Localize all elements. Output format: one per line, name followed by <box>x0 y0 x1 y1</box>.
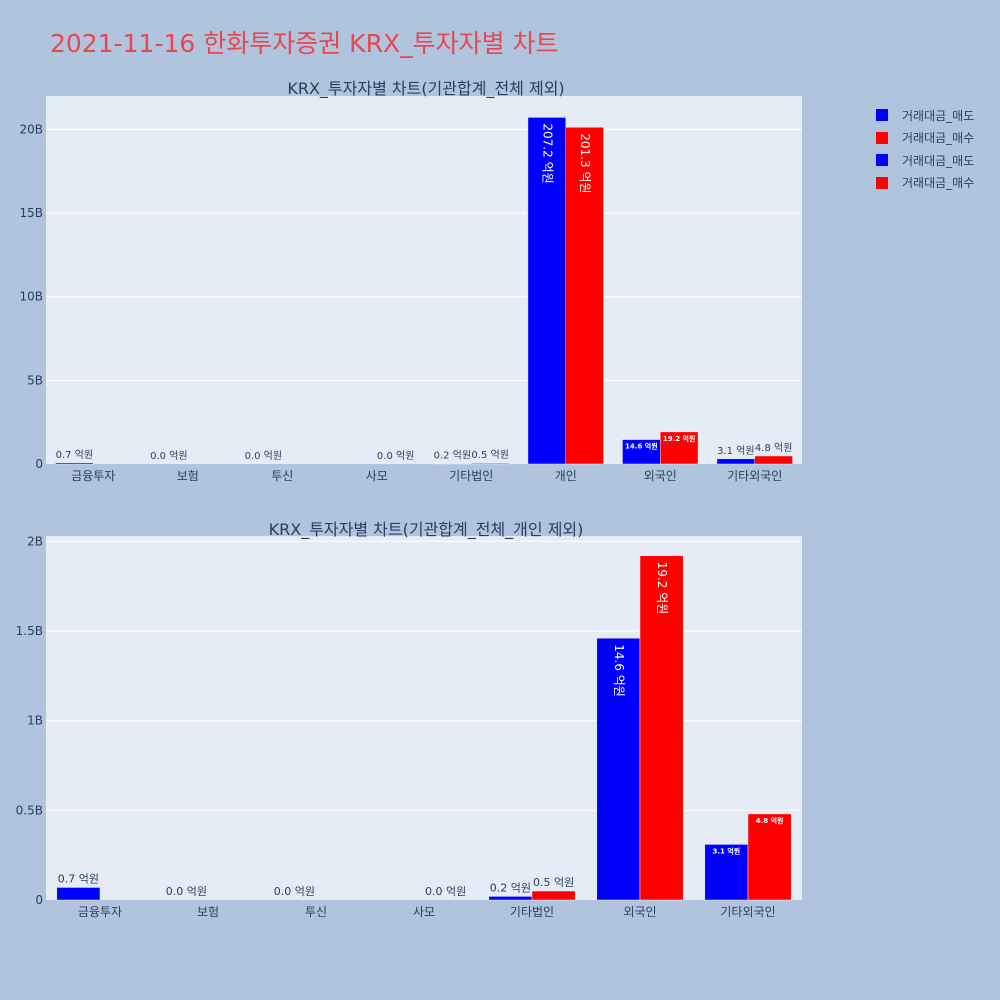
x-tick-label: 사모 <box>413 905 435 919</box>
chart-top: 0 5B 10B 15B 20B KRX_투자자별 차트(기관합계_전체 제외) 금융투자 보… <box>19 79 802 483</box>
legend-label: 거래대금_매도 <box>902 153 975 168</box>
chart-title: KRX_투자자별 차트(기관합계_전체_개인 제외) <box>269 520 584 540</box>
legend-swatch-icon <box>876 176 888 189</box>
x-tick-label: 개인 <box>555 469 577 483</box>
bar <box>622 439 661 465</box>
y-tick-label: 0 <box>35 893 43 907</box>
bar <box>704 844 749 901</box>
x-tick-label: 보험 <box>197 905 219 919</box>
bar <box>716 458 756 465</box>
data-label: 19.2 억원 <box>655 562 669 615</box>
data-label: 0.7 억원 <box>58 872 99 885</box>
legend-swatch-icon <box>876 154 888 167</box>
y-tick-label: 0.5B <box>16 803 43 817</box>
y-tick-label: 5B <box>27 373 43 387</box>
legend-item-sell[interactable]: 거래대금_매도 <box>870 149 974 172</box>
data-label: 0.0 억원 <box>245 450 282 462</box>
legend-item-sell[interactable]: 거래대금_매도 <box>870 104 974 127</box>
bar <box>56 887 101 901</box>
y-tick-label: 10B <box>19 290 43 304</box>
bar <box>55 462 94 465</box>
bar <box>471 462 510 465</box>
bar <box>639 555 684 901</box>
legend-label: 거래대금_매수 <box>902 176 975 191</box>
data-label: 207.2 억원 <box>540 123 554 183</box>
data-label: 14.6 억원 <box>612 644 626 697</box>
bar <box>527 117 567 465</box>
data-label: 19.2 억원 <box>663 434 696 443</box>
data-label: 201.3 억원 <box>578 133 592 193</box>
legend-swatch-icon <box>876 131 888 144</box>
legend-item-buy[interactable]: 거래대금_매수 <box>870 127 974 150</box>
y-tick-label: 15B <box>19 206 43 220</box>
bar <box>754 455 793 465</box>
bar <box>565 127 604 465</box>
plot-area <box>46 536 802 900</box>
plot-area <box>46 96 802 464</box>
bar <box>531 890 576 901</box>
x-tick-label: 외국인 <box>644 469 677 483</box>
x-tick-label: 외국인 <box>623 905 656 919</box>
data-label: 0.0 억원 <box>166 885 207 898</box>
legend-item-buy[interactable]: 거래대금_매수 <box>870 172 974 195</box>
bar <box>660 431 699 465</box>
chart-bottom: 0 0.5B 1B 1.5B 2B KRX_투자자별 차트(기관합계_전체_개인 제외) 금… <box>16 520 802 919</box>
x-tick-label: 기타외국인 <box>727 469 782 483</box>
data-label: 4.8 억원 <box>756 816 784 825</box>
data-label: 0.2 억원 <box>434 450 471 462</box>
legend[interactable]: 거래대금_매도 거래대금_매수 거래대금_매도 거래대금_매수 <box>870 104 974 194</box>
x-tick-label: 투신 <box>305 905 327 919</box>
y-tick-label: 2B <box>27 534 43 548</box>
legend-swatch-icon <box>876 109 888 122</box>
x-tick-label: 보험 <box>177 469 199 483</box>
y-tick-label: 1.5B <box>16 624 43 638</box>
data-label: 3.1 억원 <box>717 445 754 457</box>
data-label: 0.0 억원 <box>274 885 315 898</box>
x-tick-label: 기타법인 <box>510 905 554 919</box>
data-label: 4.8 억원 <box>755 442 792 454</box>
bar <box>488 896 533 901</box>
data-label: 0.0 억원 <box>377 450 414 462</box>
x-tick-label: 투신 <box>271 469 293 483</box>
x-tick-label: 금융투자 <box>78 905 122 919</box>
x-tick-label: 기타외국인 <box>720 905 775 919</box>
legend-label: 거래대금_매도 <box>902 108 975 123</box>
data-label: 0.0 억원 <box>425 885 466 898</box>
chart-title: KRX_투자자별 차트(기관합계_전체 제외) <box>287 79 564 99</box>
data-label: 0.5 억원 <box>471 449 508 461</box>
legend-label: 거래대금_매수 <box>902 131 975 146</box>
data-label: 14.6 억원 <box>625 442 658 451</box>
y-tick-label: 1B <box>27 714 43 728</box>
data-label: 3.1 억원 <box>713 846 741 855</box>
data-label: 0.7 억원 <box>56 449 93 461</box>
x-tick-label: 기타법인 <box>449 469 493 483</box>
x-tick-label: 금융투자 <box>71 469 115 483</box>
data-label: 0.2 억원 <box>490 881 531 894</box>
data-label: 0.0 억원 <box>150 450 187 462</box>
y-tick-label: 20B <box>19 122 43 136</box>
page-title: 2021-11-16 한화투자증권 KRX_투자자별 차트 <box>50 29 559 58</box>
bar <box>747 813 792 901</box>
data-label: 0.5 억원 <box>533 876 574 889</box>
x-tick-label: 사모 <box>366 469 388 483</box>
y-tick-label: 0 <box>35 457 43 471</box>
